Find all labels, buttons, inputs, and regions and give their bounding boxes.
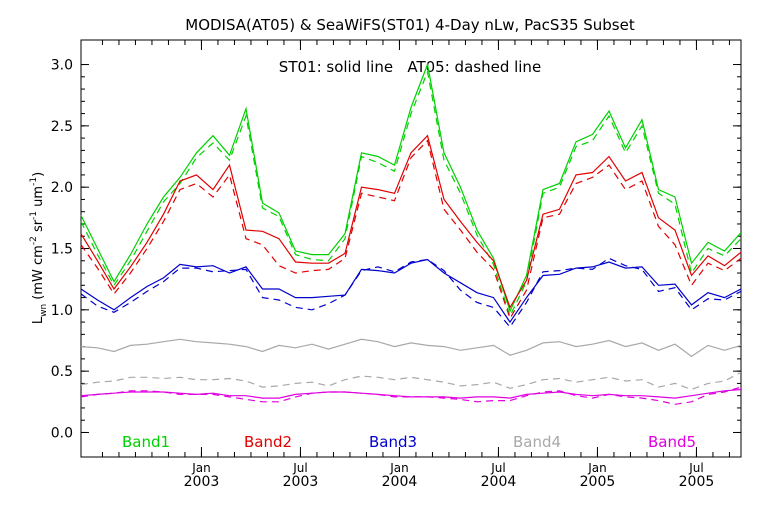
x-tick-month: Jul <box>490 461 505 475</box>
y-tick-label: 2.0 <box>51 180 73 196</box>
y-tick-label: 1.5 <box>51 242 73 258</box>
x-tick-month: Jul <box>688 461 703 475</box>
series-band4-dashed <box>80 371 742 391</box>
legend-band5: Band5 <box>648 433 696 451</box>
y-tick-label: 2.5 <box>51 119 73 135</box>
x-tick-month: Jan <box>389 461 409 475</box>
x-tick-year: 2003 <box>283 474 319 490</box>
y-tick-label: 0.5 <box>51 364 73 380</box>
series-band4-solid <box>80 338 742 358</box>
chart-title: MODISA(AT05) & SeaWiFS(ST01) 4-Day nLw, … <box>185 16 635 34</box>
y-tick-label: 0.0 <box>51 425 73 441</box>
x-tick-year: 2005 <box>679 474 715 490</box>
y-tick-label: 3.0 <box>51 58 73 74</box>
x-tick-year: 2004 <box>382 474 418 490</box>
series-band2-dashed <box>80 139 742 320</box>
legend-layer: Band1 Band2 Band3 Band4 Band5 <box>122 433 696 451</box>
legend-band3: Band3 <box>369 433 417 451</box>
legend-band2: Band2 <box>244 433 292 451</box>
series-band3-solid <box>80 258 742 324</box>
y-tick-label: 1.0 <box>51 303 73 319</box>
x-tick-year: 2004 <box>481 474 517 490</box>
x-tick-year: 2003 <box>184 474 220 490</box>
x-tick-month: Jan <box>587 461 607 475</box>
legend-band1: Band1 <box>122 433 170 451</box>
series-band5-dashed <box>80 386 742 405</box>
x-tick-month: Jan <box>191 461 211 475</box>
series-band3-dashed <box>80 257 742 328</box>
series-band1-solid <box>80 62 742 313</box>
series-band2-solid <box>80 134 742 309</box>
line-style-annotation: ST01: solid line AT05: dashed line <box>279 58 541 76</box>
x-tick-month: Jul <box>292 461 307 475</box>
series-layer <box>80 62 742 405</box>
axes-layer: 0.00.51.01.52.02.53.0Jan2003Jul2003Jan20… <box>51 40 741 490</box>
x-tick-year: 2005 <box>580 474 616 490</box>
legend-band4: Band4 <box>513 433 561 451</box>
series-band1-dashed <box>80 69 742 318</box>
y-axis-label: Lwn (mW cm-2 sr-1 um-1) <box>29 172 49 324</box>
